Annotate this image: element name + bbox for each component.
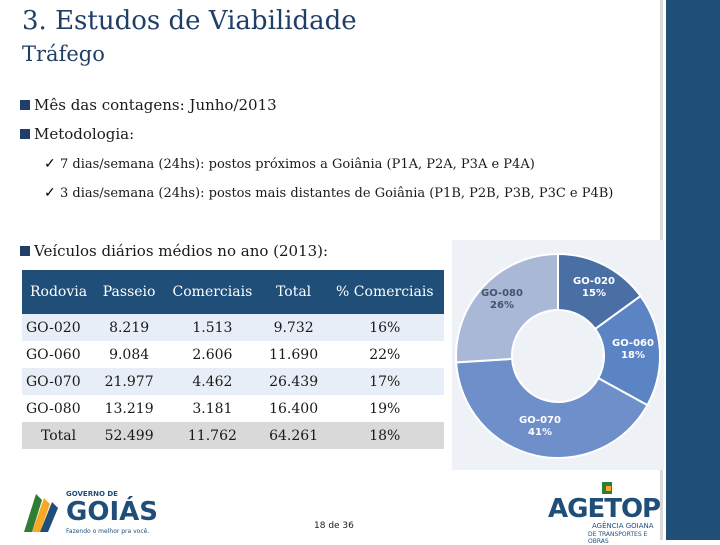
page-number: 18 de 36 [314,521,354,531]
check-icon: ✓ [44,156,56,172]
table-cell: 52.499 [95,422,164,449]
col-header: % Comerciais [325,270,444,314]
table-row: GO-080 13.219 3.181 16.400 19% [22,395,444,422]
slice-label-go060: GO-060 18% [603,338,663,362]
square-bullet-icon [20,100,30,110]
table-cell: 19% [325,395,444,422]
table-cell: 17% [325,368,444,395]
bullet-text: Mês das contagens: Junho/2013 [34,96,277,114]
slice-value: 15% [582,288,606,299]
slide-subtitle: Tráfego [22,42,105,66]
goias-logo-main: GOIÁS [66,497,158,527]
table-cell: 13.219 [95,395,164,422]
traffic-table: Rodovia Passeio Comerciais Total % Comer… [22,270,444,449]
table-total-row: Total 52.499 11.762 64.261 18% [22,422,444,449]
slide-sidebar [666,0,720,540]
slide-title: 3. Estudos de Viabilidade [22,6,357,36]
table-cell: 1.513 [163,314,262,341]
table-cell: 16.400 [261,395,326,422]
bullet-item: Metodologia: [20,125,134,143]
table-cell: 21.977 [95,368,164,395]
table-cell: GO-070 [22,368,96,395]
table-cell: 2.606 [163,341,262,368]
slice-value: 18% [621,350,645,361]
goias-logo-tagline: Fazendo o melhor pra você. [66,528,150,535]
slice-value: 26% [490,300,514,311]
table-cell: GO-080 [22,395,96,422]
square-bullet-icon [20,129,30,139]
slice-category: GO-070 [519,415,561,426]
bullet-text: Metodologia: [34,125,135,143]
agetop-logo-line2: DE TRANSPORTES E OBRAS [588,531,648,545]
slice-category: GO-060 [612,338,654,349]
slice-label-go080: GO-080 26% [472,288,532,312]
sub-bullet-item: ✓ 7 dias/semana (24hs): postos próximos … [44,156,535,172]
table-header-row: Rodovia Passeio Comerciais Total % Comer… [22,270,444,314]
table-cell: 9.084 [95,341,164,368]
table-cell: GO-060 [22,341,96,368]
slice-category: GO-080 [481,288,523,299]
table-cell: 64.261 [261,422,326,449]
table-cell: 18% [325,422,444,449]
col-header: Rodovia [22,270,96,314]
table-cell: 11.690 [261,341,326,368]
col-header: Total [261,270,326,314]
slice-label-go020: GO-020 15% [564,276,624,300]
table-cell: 3.181 [163,395,262,422]
bullet-item: Mês das contagens: Junho/2013 [20,96,277,114]
sub-bullet-item: ✓ 3 dias/semana (24hs): postos mais dist… [44,185,613,201]
agetop-logo-icon [602,482,612,494]
agetop-logo: AGETOP AGÊNCIA GOIANA DE TRANSPORTES E O… [548,478,661,545]
table-row: GO-020 8.219 1.513 9.732 16% [22,314,444,341]
table-row: GO-060 9.084 2.606 11.690 22% [22,341,444,368]
table-cell: Total [22,422,96,449]
table-cell: 11.762 [163,422,262,449]
table-cell: GO-020 [22,314,96,341]
table-cell: 9.732 [261,314,326,341]
col-header: Passeio [95,270,164,314]
slice-label-go070: GO-070 41% [510,415,570,439]
square-bullet-icon [20,246,30,256]
bullet-text: Veículos diários médios no ano (2013): [34,242,329,260]
sub-bullet-text: 7 dias/semana (24hs): postos próximos a … [60,156,535,172]
col-header: Comerciais [163,270,262,314]
table-cell: 26.439 [261,368,326,395]
bullet-item: Veículos diários médios no ano (2013): [20,242,328,260]
agetop-logo-line1: AGÊNCIA GOIANA [592,522,654,530]
goias-logo-icon [24,494,58,532]
table-row: GO-070 21.977 4.462 26.439 17% [22,368,444,395]
table-cell: 16% [325,314,444,341]
slice-category: GO-020 [573,276,615,287]
table-cell: 8.219 [95,314,164,341]
check-icon: ✓ [44,185,56,201]
table-cell: 4.462 [163,368,262,395]
sub-bullet-text: 3 dias/semana (24hs): postos mais distan… [60,185,614,201]
goias-logo-top: GOVERNO DE [66,490,118,498]
table-cell: 22% [325,341,444,368]
slice-value: 41% [528,427,552,438]
agetop-logo-main: AGETOP [548,494,661,524]
